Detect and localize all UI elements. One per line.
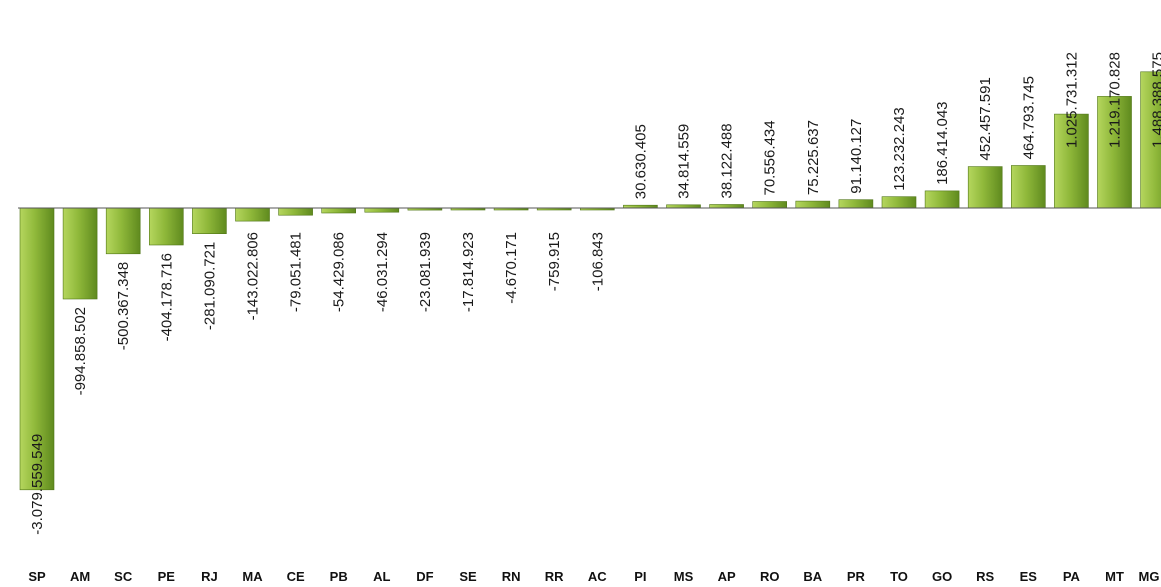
value-label-rn: -4.670.171: [503, 232, 520, 304]
value-label-es: 464.793.745: [1020, 76, 1037, 159]
category-label-ro: RO: [760, 569, 780, 584]
value-label-pb: -54.429.086: [331, 232, 348, 312]
value-label-pi: 30.630.405: [632, 124, 649, 199]
category-label-pr: PR: [847, 569, 866, 584]
value-label-pa: 1.025.731.312: [1063, 52, 1080, 148]
category-label-ac: AC: [588, 569, 607, 584]
bar-sp: [19, 207, 55, 491]
value-label-ma: -143.022.806: [245, 232, 262, 320]
value-labels-group: -3.079.559.549 -994.858.502 -500.367.348 -4…: [29, 52, 1161, 535]
value-label-rr: -759.915: [546, 232, 563, 291]
category-label-ma: MA: [242, 569, 263, 584]
value-label-ac: -106.843: [589, 232, 606, 291]
bar-ap: [709, 204, 744, 209]
bar-ma: [235, 207, 270, 222]
category-label-mg: MG: [1139, 569, 1160, 584]
value-label-am: -994.858.502: [72, 307, 89, 395]
value-label-mg: 1.488.388.575: [1150, 52, 1161, 148]
category-labels-group: SP AM SC PE RJ MA CE PB AL DF SE RN RR AC PI MS AP RO BA PR…: [28, 569, 1159, 584]
value-label-sc: -500.367.348: [115, 262, 132, 350]
category-label-ba: BA: [803, 569, 822, 584]
bar-rj: [192, 207, 227, 235]
bar-ro: [752, 201, 788, 209]
category-label-pb: PB: [330, 569, 348, 584]
category-label-rr: RR: [545, 569, 564, 584]
value-label-rj: -281.090.721: [201, 242, 218, 330]
bar-to: [881, 196, 917, 209]
category-label-al: AL: [373, 569, 390, 584]
value-label-ba: 75.225.637: [805, 120, 822, 195]
value-label-sp: -3.079.559.549: [29, 434, 46, 535]
category-label-sc: SC: [114, 569, 133, 584]
bar-ce: [278, 207, 313, 216]
category-label-se: SE: [459, 569, 477, 584]
category-label-to: TO: [890, 569, 908, 584]
value-label-se: -17.814.923: [460, 232, 477, 312]
bar-am: [62, 207, 98, 300]
category-label-ms: MS: [674, 569, 694, 584]
value-label-ro: 70.556.434: [762, 120, 779, 195]
category-label-ce: CE: [287, 569, 305, 584]
bar-mt: [1097, 96, 1132, 209]
category-label-rj: RJ: [201, 569, 218, 584]
bar-es: [1010, 165, 1046, 209]
value-label-mt: 1.219.170.828: [1107, 52, 1124, 148]
category-label-pa: PA: [1063, 569, 1081, 584]
bar-pb: [321, 207, 357, 214]
bar-pe: [149, 207, 184, 246]
value-label-df: -23.081.939: [417, 232, 434, 312]
value-label-ms: 34.814.559: [676, 124, 693, 199]
category-label-am: AM: [70, 569, 90, 584]
bar-al: [364, 207, 400, 213]
category-label-pi: PI: [634, 569, 646, 584]
bar-ba: [795, 200, 831, 209]
bar-rs: [967, 166, 1003, 209]
value-label-pe: -404.178.716: [158, 253, 175, 341]
value-label-rs: 452.457.591: [977, 77, 994, 160]
category-label-sp: SP: [28, 569, 46, 584]
category-label-rn: RN: [502, 569, 521, 584]
bars-group: [19, 71, 1161, 491]
bar-sc: [105, 207, 141, 255]
category-label-pe: PE: [158, 569, 176, 584]
category-label-df: DF: [416, 569, 433, 584]
category-label-ap: AP: [718, 569, 736, 584]
bar-go: [924, 190, 960, 209]
value-label-ap: 38.122.488: [719, 123, 736, 198]
bar-pa: [1054, 113, 1089, 209]
category-label-mt: MT: [1105, 569, 1124, 584]
value-label-pr: 91.140.127: [848, 119, 865, 194]
category-label-es: ES: [1020, 569, 1038, 584]
value-label-al: -46.031.294: [374, 232, 391, 312]
value-label-ce: -79.051.481: [288, 232, 305, 312]
category-label-go: GO: [932, 569, 952, 584]
value-label-go: 186.414.043: [934, 101, 951, 184]
bar-pr: [838, 199, 874, 209]
category-label-rs: RS: [976, 569, 994, 584]
value-label-to: 123.232.243: [891, 107, 908, 190]
